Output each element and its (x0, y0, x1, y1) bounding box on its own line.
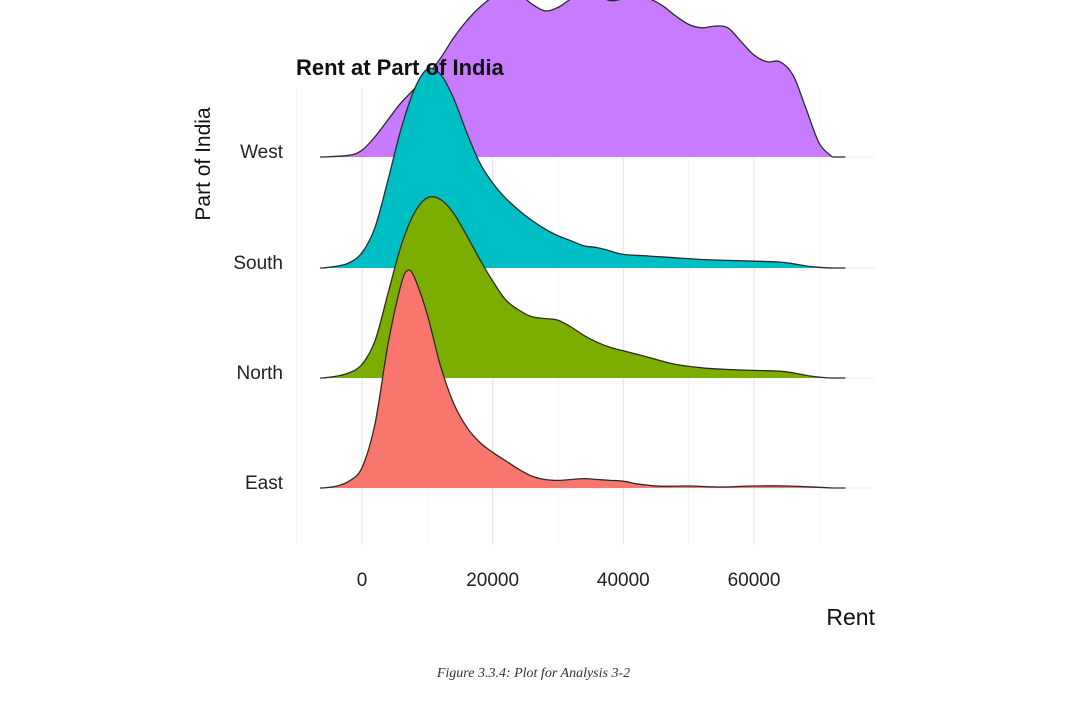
y-axis-label: Part of India (192, 107, 215, 221)
x-tick-label: 0 (357, 570, 368, 591)
category-label-west: West (240, 142, 284, 163)
ridge-outline-south (322, 67, 833, 269)
ridge-outline-east (322, 269, 833, 489)
category-label-south: South (233, 253, 283, 274)
x-tick-label: 60000 (728, 570, 781, 591)
ridges (320, 0, 846, 489)
category-label-east: East (245, 473, 284, 494)
category-label-north: North (237, 363, 283, 384)
ridgeline-chart: 0 20000 40000 60000 East North South West Rent… (192, 0, 876, 630)
x-axis-label: Rent (826, 604, 875, 630)
figure-caption: Figure 3.3.4: Plot for Analysis 3-2 (436, 666, 631, 681)
chart-title: Rent at Part of India (296, 55, 505, 80)
x-tick-label: 20000 (466, 570, 519, 591)
ridge-outline-north (322, 195, 833, 379)
ridge-area-east (322, 269, 833, 488)
x-axis-ticks: 0 20000 40000 60000 (357, 570, 781, 591)
x-tick-label: 40000 (597, 570, 650, 591)
y-axis-categories: East North South West (233, 142, 283, 494)
ridge-area-north (322, 196, 833, 378)
